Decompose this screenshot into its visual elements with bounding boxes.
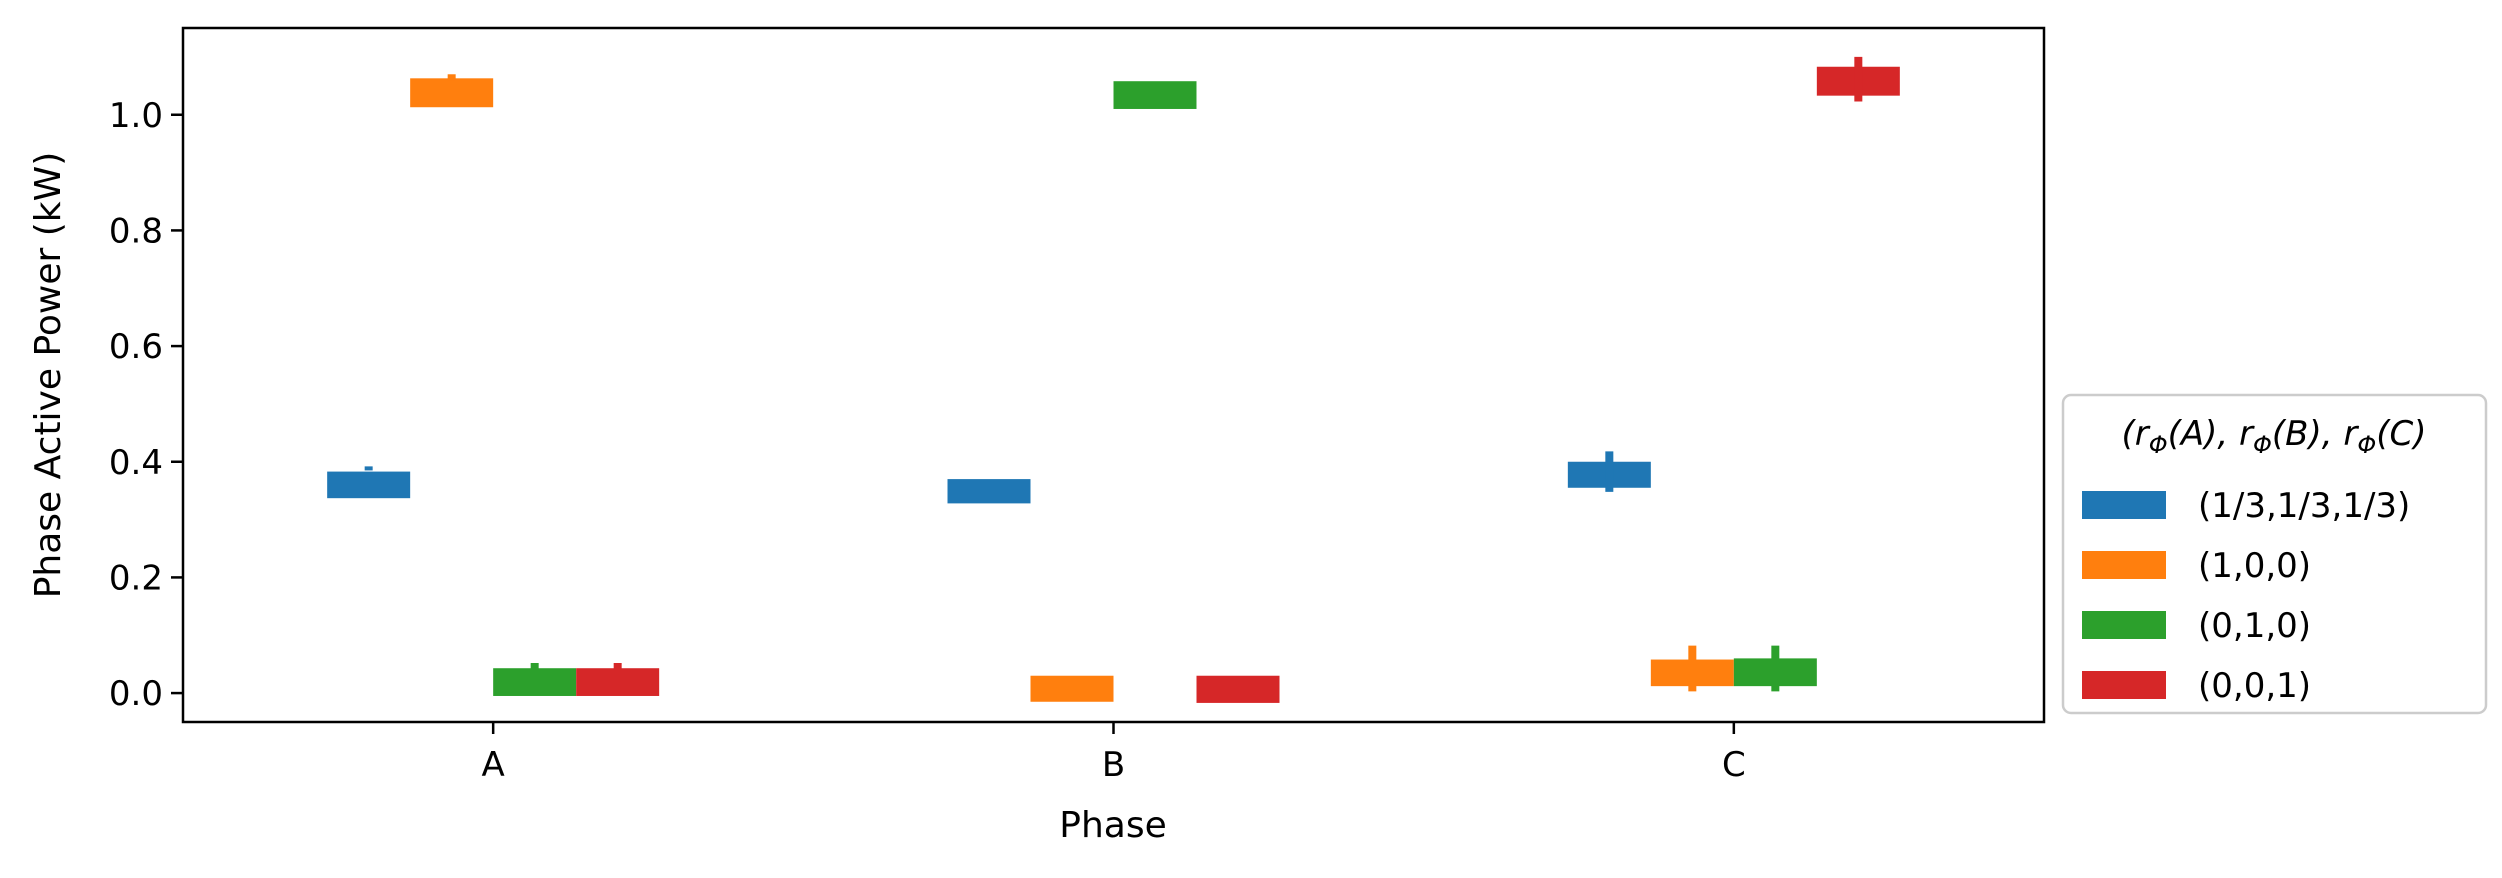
y-tick-label: 1.0 xyxy=(109,96,163,136)
legend-swatch-(0,1,0) xyxy=(2082,611,2166,639)
y-tick-label: 0.2 xyxy=(109,558,163,598)
bar-(1,0,0)-A xyxy=(410,78,494,108)
bar-(1/3,1/3,1/3)-A xyxy=(327,471,411,499)
y-axis-label: Phase Active Power (kW) xyxy=(28,152,69,599)
legend-label: (0,1,0) xyxy=(2198,606,2311,646)
legend-label: (1/3,1/3,1/3) xyxy=(2198,486,2410,526)
y-tick-label: 0.8 xyxy=(109,211,163,251)
y-tick-label: 0.6 xyxy=(109,327,163,367)
x-axis-label: Phase xyxy=(1059,805,1167,846)
legend-title: (rΦ(A), rΦ(B), rΦ(C) xyxy=(2121,414,2426,459)
legend: (rΦ(A), rΦ(B), rΦ(C) (1/3,1/3,1/3) (1,0,0… xyxy=(2061,393,2488,715)
legend-swatch-(1,0,0) xyxy=(2082,551,2166,579)
chart-marks xyxy=(327,56,1900,703)
bar-(0,0,1)-B xyxy=(1196,675,1280,703)
legend-swatch-(1/3,1/3,1/3) xyxy=(2082,491,2166,519)
legend-frame xyxy=(2061,393,2488,715)
bar-(0,0,1)-A xyxy=(576,668,660,696)
legend-swatch-(0,0,1) xyxy=(2082,671,2166,699)
plot-frame xyxy=(181,26,2046,724)
legend-label: (0,0,1) xyxy=(2198,666,2311,706)
x-tick-label: A xyxy=(482,745,505,785)
y-tick-label: 0.4 xyxy=(109,443,163,483)
bar-(0,1,0)-B xyxy=(1113,81,1197,109)
legend-label: (1,0,0) xyxy=(2198,546,2311,586)
bar-(1/3,1/3,1/3)-B xyxy=(947,479,1031,504)
bar-(1,0,0)-B xyxy=(1030,675,1114,702)
x-tick-label: B xyxy=(1102,745,1125,785)
bar-(0,1,0)-A xyxy=(493,668,577,696)
x-tick-label: C xyxy=(1722,745,1746,785)
axis-ticks: 0.0 0.2 0.4 0.6 0.8 1.0 A B C xyxy=(109,96,1746,785)
y-tick-label: 0.0 xyxy=(109,674,163,714)
